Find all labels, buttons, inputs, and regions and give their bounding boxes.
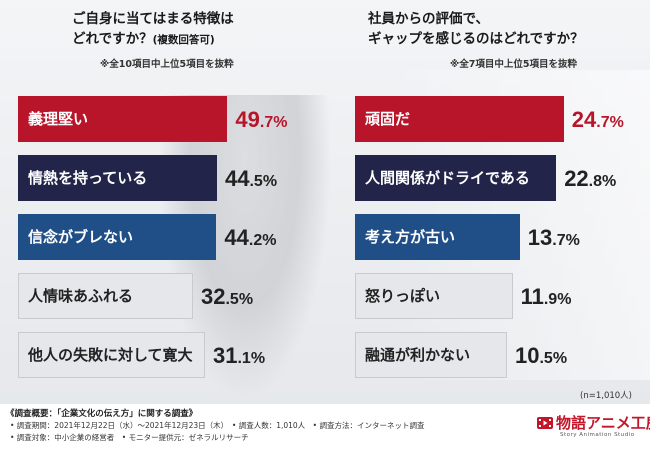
right-title-line2: ギャップを感じるのはどれですか？: [368, 31, 584, 47]
right-bar-row: 人間関係がドライである 22.8%: [355, 155, 650, 201]
right-header: 社員からの評価で、 ギャップを感じるのはどれですか？ ※全7項目中上位5項目を抜…: [330, 0, 650, 88]
right-title-line1: 社員からの評価で、: [368, 11, 489, 27]
left-bar: [18, 96, 228, 142]
sample-size-note: (n=1,010人): [580, 391, 632, 401]
left-bar-row: 他人の失敗に対して寛大 31.1%: [18, 332, 318, 378]
left-bar-row: 情熱を持っている 44.5%: [18, 155, 318, 201]
left-title-line1: ご自身に当てはまる特徴は: [72, 11, 234, 27]
left-chart-title: ご自身に当てはまる特徴は どれですか？(複数回答可): [72, 9, 322, 50]
film-icon: [537, 417, 553, 429]
left-bar-label: 人情味あふれる: [28, 287, 134, 305]
left-bar-value: 31.1%: [213, 343, 266, 368]
left-bar: [18, 155, 217, 201]
left-bar-row: 人情味あふれる 32.5%: [18, 273, 318, 319]
right-bar-row: 融通が利かない 10.5%: [355, 332, 650, 378]
left-bar-label: 義理堅い: [28, 110, 89, 128]
left-bar-label: 信念がブレない: [28, 228, 134, 246]
left-bar-label: 他人の失敗に対して寛大: [28, 346, 193, 364]
right-bar: [355, 332, 507, 378]
left-bar: [18, 332, 205, 378]
right-bar-label: 人間関係がドライである: [365, 169, 530, 187]
left-bar: [18, 214, 217, 260]
right-bar-value: 11.9%: [520, 284, 572, 309]
left-title-small: (複数回答可): [152, 34, 215, 46]
right-bar-value: 22.8%: [564, 166, 617, 191]
left-bar-value: 49.7%: [235, 107, 288, 132]
left-bar-value: 44.2%: [224, 225, 277, 250]
right-bar-label: 融通が利かない: [365, 346, 471, 364]
right-bar-label: 頑固だ: [365, 110, 411, 128]
right-bar-label: 考え方が古い: [365, 228, 456, 246]
right-chart-title: 社員からの評価で、 ギャップを感じるのはどれですか？: [368, 9, 648, 49]
left-bar-row: 義理堅い 49.7%: [18, 96, 318, 142]
left-header: ご自身に当てはまる特徴は どれですか？(複数回答可) ※全10項目中上位5項目を…: [0, 0, 325, 88]
right-bar: [355, 214, 520, 260]
left-bar-row: 信念がブレない 44.2%: [18, 214, 318, 260]
right-bar-row: 怒りっぽい 11.9%: [355, 273, 650, 319]
right-bar: [355, 155, 557, 201]
left-bar: [18, 273, 193, 319]
footer-title: 《調査概要：「企業文化の伝え方」に関する調査》: [6, 409, 198, 419]
right-bar-value: 24.7%: [571, 107, 624, 132]
footer-line2: • 調査対象：中小企業の経営者 • モニター提供元：ゼネラルリサーチ: [10, 433, 249, 442]
right-bar-label: 怒りっぽい: [365, 287, 441, 305]
left-title-line2: どれですか？(複数回答可): [72, 29, 322, 50]
left-title-main: どれですか？: [72, 31, 153, 47]
right-bar-value: 10.5%: [515, 343, 568, 368]
right-bar-row: 考え方が古い 13.7%: [355, 214, 650, 260]
brand-logo: 物語アニメ工房 Story Animation Studio: [536, 412, 650, 442]
right-bar: [355, 96, 564, 142]
right-bar-row: 頑固だ 24.7%: [355, 96, 650, 142]
right-bar-value: 13.7%: [527, 225, 580, 250]
logo-subtitle: Story Animation Studio: [560, 432, 635, 438]
logo-text: 物語アニメ工房: [556, 414, 650, 432]
right-bar: [355, 273, 513, 319]
left-note: ※全10項目中上位5項目を抜粋: [100, 59, 234, 70]
right-note: ※全7項目中上位5項目を抜粋: [450, 59, 577, 70]
left-bar-value: 32.5%: [201, 284, 254, 309]
footer-line1: • 調査期間：2021年12月22日（水）～2021年12月23日（木） • 調…: [10, 421, 425, 430]
left-bar-label: 情熱を持っている: [28, 169, 148, 187]
left-bar-value: 44.5%: [225, 166, 278, 191]
